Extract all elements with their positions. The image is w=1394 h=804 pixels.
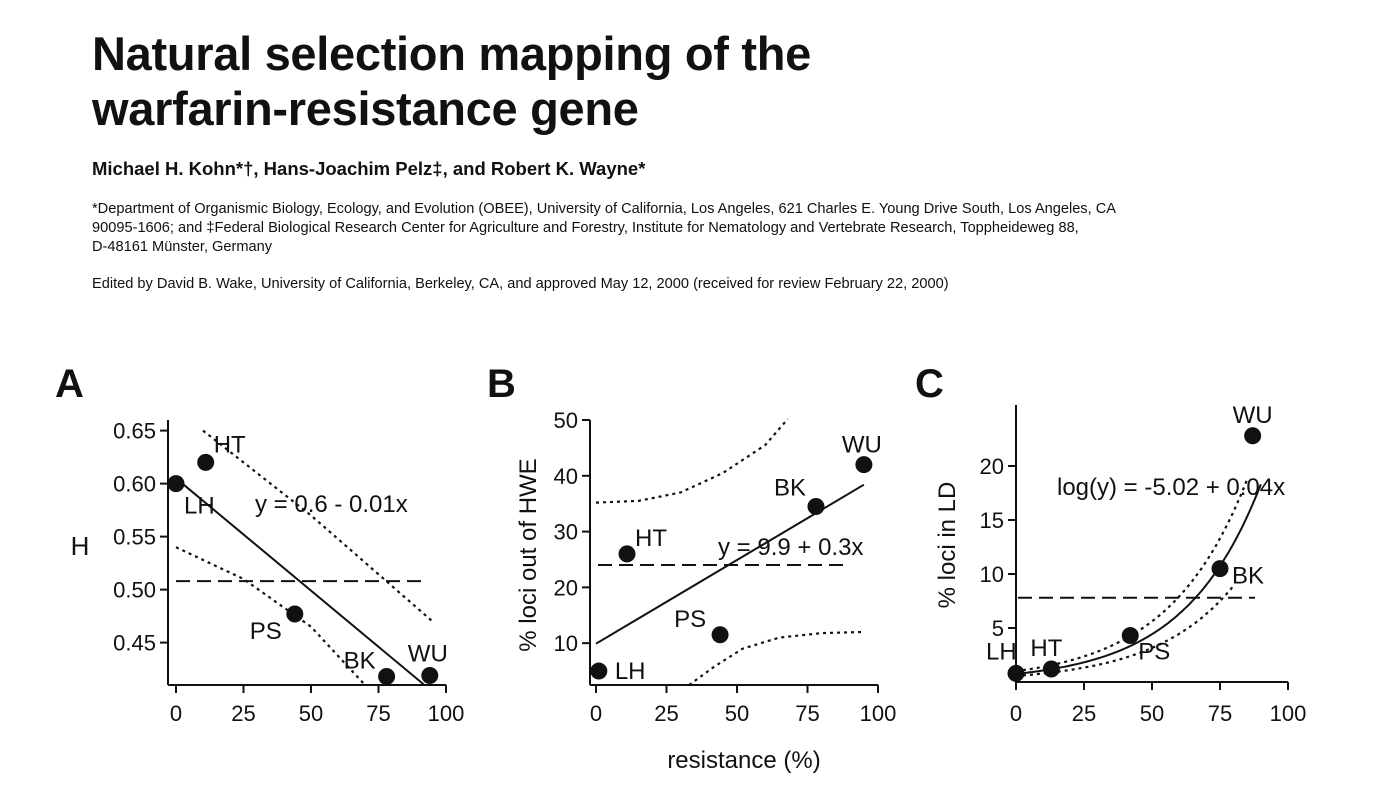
x-tick-label: 75 — [366, 701, 390, 726]
y-tick-label: 10 — [980, 562, 1004, 587]
x-tick-label: 25 — [654, 701, 678, 726]
x-tick-label: 0 — [170, 701, 182, 726]
x-tick-label: 25 — [1072, 701, 1096, 726]
data-point-bk — [807, 497, 825, 515]
y-tick-label: 15 — [980, 508, 1004, 533]
x-tick-label: 0 — [1010, 701, 1022, 726]
regression-equation: y = 0.6 - 0.01x — [255, 491, 408, 518]
y-axis-label: % loci out of HWE — [515, 458, 542, 651]
data-point-ht — [197, 453, 215, 471]
x-tick-label: 50 — [299, 701, 323, 726]
data-point-lh — [590, 662, 608, 680]
panel-c: C 0 25 50 75 100 5 10 15 20 % loci in LD log(y) = -… — [915, 362, 1306, 726]
upper-confidence-band — [595, 418, 789, 504]
data-point-wu — [421, 666, 439, 684]
data-point-lh — [167, 475, 185, 493]
point-label-bk: BK — [774, 474, 806, 501]
data-point-bk — [378, 668, 396, 686]
x-tick-label: 100 — [860, 701, 897, 726]
x-tick-label: 50 — [1140, 701, 1164, 726]
affiliation-line-3: D-48161 Münster, Germany — [92, 239, 273, 255]
data-point-ps — [711, 626, 729, 644]
point-label-wu: WU — [842, 432, 882, 459]
lower-confidence-band — [175, 546, 366, 686]
affiliation-line-2: 90095-1606; and ‡Federal Biological Rese… — [92, 220, 1079, 236]
paper-header: Natural selection mapping of the warfari… — [92, 26, 1352, 292]
data-point-bk — [1211, 560, 1229, 578]
title-line-2: warfarin-resistance gene — [92, 82, 639, 135]
x-tick-label: 100 — [428, 701, 465, 726]
data-point-ps — [1121, 627, 1139, 645]
y-tick-label: 40 — [554, 464, 578, 489]
y-axis-label: H — [71, 531, 90, 561]
affiliation-line-1: *Department of Organismic Biology, Ecolo… — [92, 201, 1116, 217]
point-label-ps: PS — [674, 606, 706, 633]
regression-equation: log(y) = -5.02 + 0.04x — [1057, 474, 1285, 501]
point-label-wu: WU — [1233, 402, 1273, 429]
title-line-1: Natural selection mapping of the — [92, 27, 811, 80]
y-tick-label: 0.60 — [113, 472, 156, 497]
data-point-ht — [618, 545, 636, 563]
y-tick-label: 30 — [554, 520, 578, 545]
x-tick-label: 75 — [1208, 701, 1232, 726]
upper-confidence-band — [202, 429, 434, 623]
data-point-ht — [1042, 660, 1060, 678]
x-axis-label: resistance (%) — [667, 747, 820, 774]
panel-letter: A — [55, 362, 84, 406]
point-label-ht: HT — [214, 431, 246, 458]
x-tick-label: 75 — [795, 701, 819, 726]
point-label-ht: HT — [1030, 635, 1062, 662]
point-label-ps: PS — [1138, 639, 1170, 666]
panel-b: B 0 25 50 75 100 10 20 30 40 50 % loci out of HWE re… — [487, 362, 896, 774]
y-tick-label: 5 — [992, 616, 1004, 641]
data-point-wu — [1244, 427, 1262, 445]
panel-letter: C — [915, 362, 944, 406]
y-tick-label: 10 — [554, 631, 578, 656]
edited-by-note: Edited by David B. Wake, University of C… — [92, 276, 949, 292]
point-label-ps: PS — [250, 618, 282, 645]
y-tick-label: 0.50 — [113, 578, 156, 603]
point-label-wu: WU — [408, 640, 448, 667]
paper-title: Natural selection mapping of the warfari… — [92, 26, 1352, 136]
x-tick-label: 0 — [590, 701, 602, 726]
data-point-ps — [286, 605, 304, 623]
y-axis-label: % loci in LD — [934, 482, 961, 609]
panel-a: A 0 25 50 75 100 0.45 0.50 0.55 0.60 0.65 Hy = 0.6 … — [55, 362, 464, 726]
point-label-lh: LH — [615, 658, 646, 685]
y-tick-label: 0.45 — [113, 631, 156, 656]
affiliations: *Department of Organismic Biology, Ecolo… — [92, 200, 1352, 257]
x-tick-label: 25 — [231, 701, 255, 726]
y-tick-label: 20 — [980, 454, 1004, 479]
point-label-lh: LH — [986, 638, 1017, 665]
point-label-lh: LH — [184, 493, 215, 520]
point-label-bk: BK — [1232, 563, 1264, 590]
author-list: Michael H. Kohn*†, Hans-Joachim Pelz‡, a… — [92, 158, 646, 179]
y-tick-label: 0.55 — [113, 525, 156, 550]
data-point-lh — [1007, 664, 1025, 682]
regression-equation: y = 9.9 + 0.3x — [718, 534, 863, 561]
point-label-bk: BK — [344, 648, 376, 675]
panel-letter: B — [487, 362, 516, 406]
point-label-ht: HT — [635, 525, 667, 552]
y-tick-label: 0.65 — [113, 419, 156, 444]
x-tick-label: 100 — [1270, 701, 1307, 726]
data-point-wu — [855, 456, 873, 474]
y-tick-label: 20 — [554, 575, 578, 600]
y-tick-label: 50 — [554, 408, 578, 433]
x-tick-label: 50 — [725, 701, 749, 726]
regression-line — [175, 477, 426, 686]
